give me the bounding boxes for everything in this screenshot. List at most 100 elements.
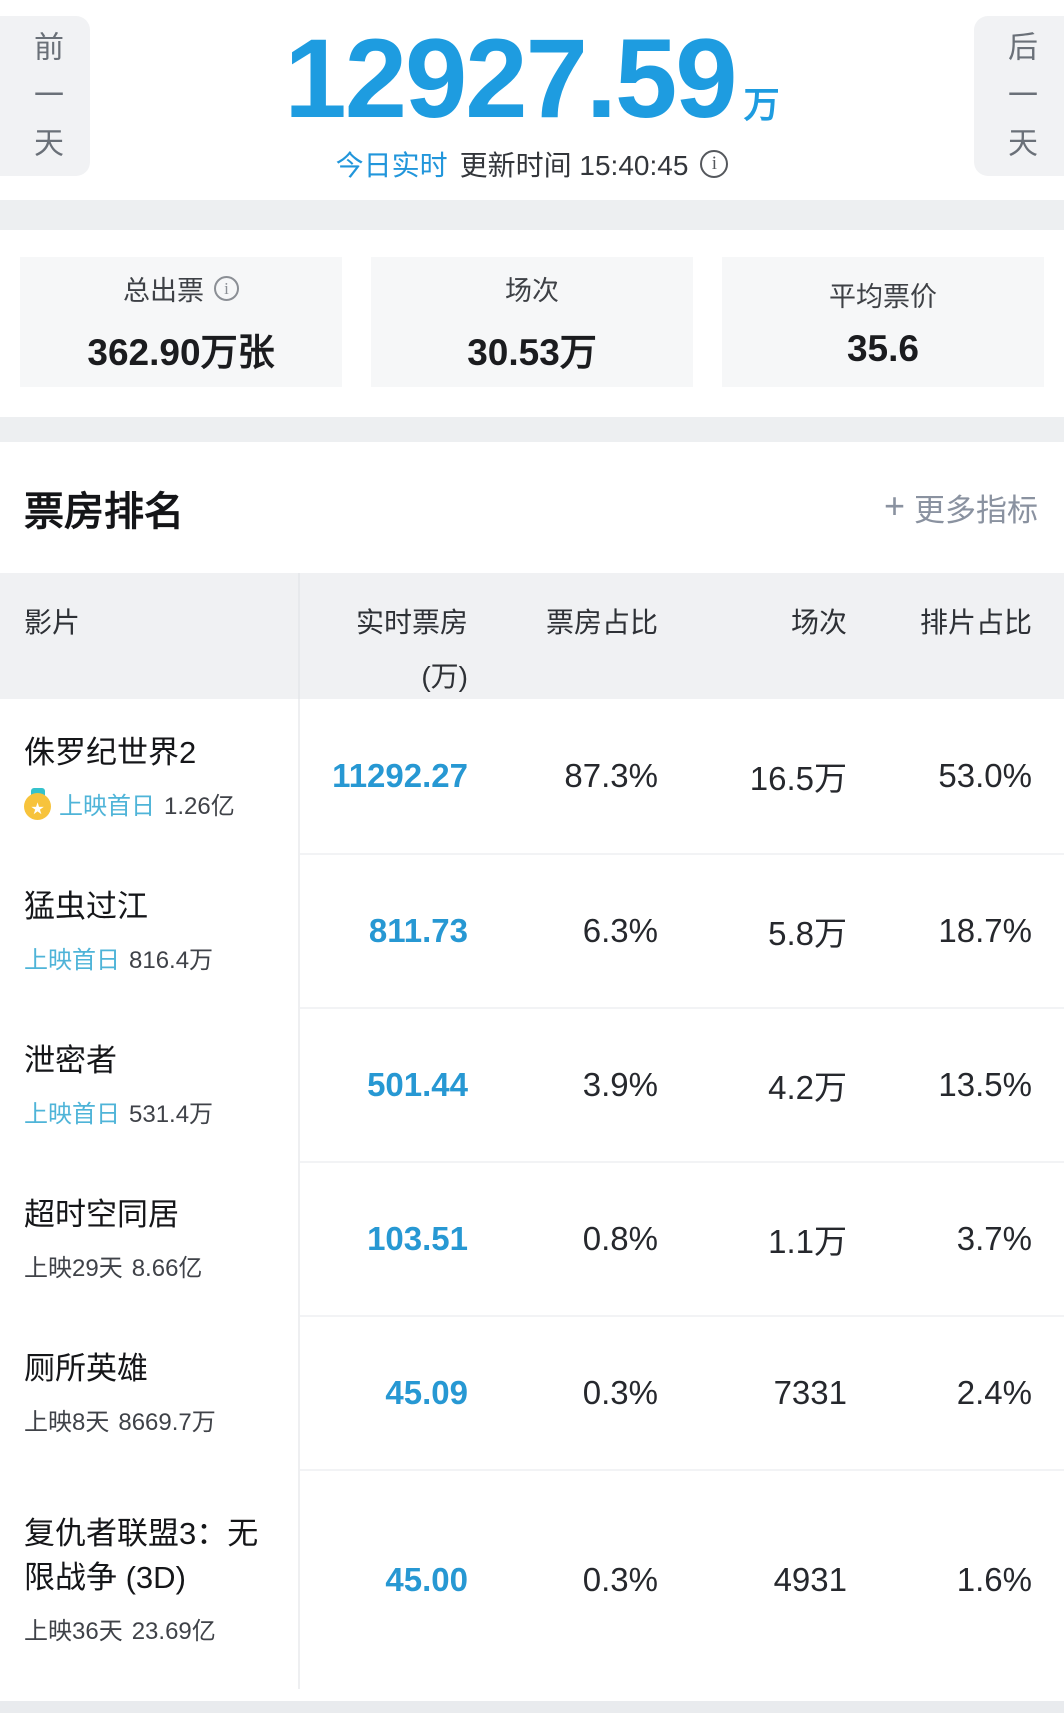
movie-subtitle: 上映首日 531.4万 xyxy=(24,1094,286,1129)
realtime-label: 今日实时 xyxy=(335,149,448,181)
release-day-label: 上映首日 xyxy=(24,947,120,975)
movie-title: 复仇者联盟3：无限战争 (3D) xyxy=(24,1516,259,1595)
movie-cell: 厕所英雄 上映8天 8669.7万 xyxy=(0,1315,300,1469)
movie-title: 侏罗纪世界2 xyxy=(24,734,197,770)
release-day-label: 上映36天 xyxy=(24,1617,123,1645)
sessions-cell: 4931 xyxy=(658,1469,847,1689)
stat-value: 35.6 xyxy=(846,327,919,369)
schedule-share-cell: 18.7% xyxy=(847,853,1064,1007)
realtime-boxoffice-cell: 45.09 xyxy=(300,1315,468,1469)
table-row[interactable]: 侏罗纪世界2 上映首日 1.26亿 11292.27 87.3% 16.5万 5… xyxy=(0,699,1064,853)
header-realtime-boxoffice: 实时票房 (万) xyxy=(300,573,468,699)
page-title: 票房排名 xyxy=(24,489,184,534)
schedule-share-cell: 13.5% xyxy=(847,1007,1064,1161)
sessions-cell: 4.2万 xyxy=(658,1007,847,1161)
cumulative-total: 816.4万 xyxy=(129,947,214,975)
movie-subtitle: 上映36天 23.69亿 xyxy=(24,1611,286,1646)
movie-title: 超时空同居 xyxy=(24,1196,179,1232)
release-day-label: 上映8天 xyxy=(24,1409,110,1437)
info-icon[interactable] xyxy=(214,275,239,301)
movie-subtitle: 上映29天 8.66亿 xyxy=(24,1248,286,1283)
realtime-boxoffice-cell: 501.44 xyxy=(300,1007,468,1161)
movie-title: 泄密者 xyxy=(24,1042,117,1078)
table-header: 影片 实时票房 (万) 票房占比 场次 排片占比 xyxy=(0,573,1064,699)
more-indicators-label: 更多指标 xyxy=(914,493,1038,528)
bottom-edge-strip xyxy=(0,1701,1064,1713)
realtime-boxoffice-cell: 45.00 xyxy=(300,1469,468,1689)
cumulative-total: 8669.7万 xyxy=(118,1409,216,1437)
ranking-section-header: 票房排名 + 更多指标 xyxy=(0,442,1064,573)
plus-icon: + xyxy=(883,485,905,526)
schedule-share-cell: 3.7% xyxy=(847,1161,1064,1315)
prev-day-button[interactable]: 前一天 xyxy=(0,16,90,176)
schedule-share-cell: 53.0% xyxy=(938,757,1032,794)
movie-subtitle: 上映首日 1.26亿 xyxy=(24,786,286,821)
movie-cell: 猛虫过江 上映首日 816.4万 xyxy=(0,853,300,1007)
total-boxoffice-unit: 万 xyxy=(743,84,780,125)
header-movie: 影片 xyxy=(0,573,300,699)
release-day-label: 上映首日 xyxy=(59,793,155,821)
boxoffice-share-cell: 0.8% xyxy=(468,1161,658,1315)
movie-title: 厕所英雄 xyxy=(24,1350,148,1386)
total-boxoffice: 12927.59 万 xyxy=(0,0,1064,138)
boxoffice-share-cell: 0.3% xyxy=(468,1315,658,1469)
header-realtime-line1: 实时票房 xyxy=(355,607,468,638)
sessions-cell: 1.1万 xyxy=(658,1161,847,1315)
cumulative-total: 23.69亿 xyxy=(131,1617,216,1645)
cumulative-total: 1.26亿 xyxy=(164,793,235,821)
stat-card-total-tickets: 总出票 362.90万张 xyxy=(20,257,342,387)
movie-title: 猛虫过江 xyxy=(24,888,148,924)
info-icon[interactable] xyxy=(700,149,729,178)
movie-cell: 超时空同居 上映29天 8.66亿 xyxy=(0,1161,300,1315)
table-row[interactable]: 猛虫过江 上映首日 816.4万 811.73 6.3% 5.8万 18.7% xyxy=(0,853,1064,1007)
header-realtime-unit: (万) xyxy=(421,661,468,692)
table-row[interactable]: 泄密者 上映首日 531.4万 501.44 3.9% 4.2万 13.5% xyxy=(0,1007,1064,1161)
stat-value: 30.53万 xyxy=(467,331,597,373)
stat-card-avg-price: 平均票价 35.6 xyxy=(722,257,1044,387)
update-time-value: 15:40:45 xyxy=(579,149,689,181)
boxoffice-share-cell: 6.3% xyxy=(468,853,658,1007)
table-row[interactable]: 超时空同居 上映29天 8.66亿 103.51 0.8% 1.1万 3.7% xyxy=(0,1161,1064,1315)
sessions-cell: 5.8万 xyxy=(658,853,847,1007)
schedule-share-cell: 2.4% xyxy=(847,1315,1064,1469)
schedule-share-cell: 1.6% xyxy=(847,1469,1064,1689)
hero-section: 前一天 后一天 12927.59 万 今日实时 更新时间 15:40:45 xyxy=(0,0,1064,200)
realtime-boxoffice-cell: 11292.27 xyxy=(332,757,468,794)
header-sessions: 场次 xyxy=(790,607,847,638)
movie-cell: 侏罗纪世界2 上映首日 1.26亿 xyxy=(0,699,300,853)
release-day-label: 上映29天 xyxy=(24,1255,123,1283)
realtime-boxoffice-cell: 103.51 xyxy=(300,1161,468,1315)
movie-subtitle: 上映首日 816.4万 xyxy=(24,940,286,975)
stat-card-sessions: 场次 30.53万 xyxy=(371,257,693,387)
next-day-button[interactable]: 后一天 xyxy=(974,16,1064,176)
stats-row: 总出票 362.90万张 场次 30.53万 平均票价 35.6 xyxy=(0,230,1064,417)
movie-cell: 泄密者 上映首日 531.4万 xyxy=(0,1007,300,1161)
sessions-cell: 7331 xyxy=(658,1315,847,1469)
sessions-cell: 16.5万 xyxy=(749,760,847,797)
more-indicators-link[interactable]: + 更多指标 xyxy=(884,485,1038,530)
cumulative-total: 531.4万 xyxy=(129,1101,214,1129)
gold-medal-icon xyxy=(24,787,52,820)
section-divider xyxy=(0,417,1064,442)
cumulative-total: 8.66亿 xyxy=(131,1255,203,1283)
stat-label: 平均票价 xyxy=(829,281,937,312)
total-boxoffice-value: 12927.59 xyxy=(284,16,737,141)
update-time-label: 更新时间 15:40:45 xyxy=(460,144,689,184)
movie-cell: 复仇者联盟3：无限战争 (3D) 上映36天 23.69亿 xyxy=(0,1469,300,1689)
release-day-label: 上映首日 xyxy=(24,1101,120,1129)
header-boxoffice-share: 票房占比 xyxy=(545,607,658,638)
realtime-boxoffice-cell: 811.73 xyxy=(300,853,468,1007)
update-info-line: 今日实时 更新时间 15:40:45 xyxy=(0,144,1064,184)
header-schedule-share: 排片占比 xyxy=(919,607,1032,638)
stat-label: 场次 xyxy=(505,275,559,306)
stat-value: 362.90万张 xyxy=(87,331,275,373)
stat-label: 总出票 xyxy=(123,275,204,306)
update-prefix: 更新时间 xyxy=(459,149,572,181)
boxoffice-share-cell: 3.9% xyxy=(468,1007,658,1161)
section-divider xyxy=(0,200,1064,230)
table-row[interactable]: 复仇者联盟3：无限战争 (3D) 上映36天 23.69亿 45.00 0.3%… xyxy=(0,1469,1064,1689)
boxoffice-share-cell: 0.3% xyxy=(468,1469,658,1689)
table-row[interactable]: 厕所英雄 上映8天 8669.7万 45.09 0.3% 7331 2.4% xyxy=(0,1315,1064,1469)
movie-subtitle: 上映8天 8669.7万 xyxy=(24,1402,286,1437)
